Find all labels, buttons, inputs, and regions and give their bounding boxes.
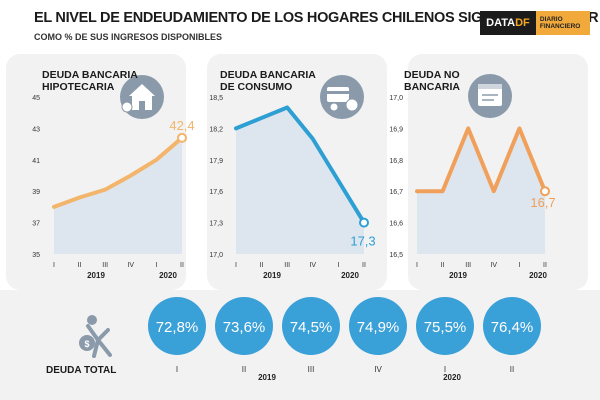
- bubble-value-label: 72,8%: [156, 319, 199, 336]
- year-label: 2020: [159, 271, 177, 280]
- bubble-quarter-label: I: [176, 365, 178, 374]
- bubble-value-label: 75,5%: [424, 319, 467, 336]
- logo-side-line1: DIARIO: [539, 16, 563, 23]
- x-tick-label: II: [441, 262, 445, 269]
- panel-title-line: DEUDA BANCARIA: [42, 69, 138, 81]
- series-area: [236, 107, 364, 254]
- value-bubble: [349, 297, 407, 355]
- bubble-quarter-label: I: [444, 365, 446, 374]
- panel-title-line: HIPOTECARIA: [42, 81, 115, 93]
- bubble-quarter-label: II: [510, 365, 514, 374]
- total-debt-title: DEUDA TOTAL: [46, 365, 116, 376]
- data-df-logo: DATA DF DIARIO FINANCIERO: [480, 11, 590, 35]
- x-tick-label: IV: [309, 262, 316, 269]
- panel-title-line: DE CONSUMO: [220, 81, 292, 93]
- y-tick-label: 16,9: [389, 126, 403, 133]
- x-tick-label: IV: [127, 262, 134, 269]
- year-label: 2019: [449, 271, 467, 280]
- y-tick-label: 37: [32, 221, 40, 228]
- x-tick-label: II: [543, 262, 547, 269]
- x-tick-label: I: [235, 262, 237, 269]
- end-point-marker: [359, 217, 369, 228]
- year-label: 2020: [341, 271, 359, 280]
- logo-data-text: DATA: [486, 17, 516, 29]
- x-tick-label: II: [260, 262, 264, 269]
- end-value-label: 17,3: [350, 234, 375, 249]
- series-line: [52, 135, 184, 209]
- svg-text:$: $: [84, 339, 89, 349]
- y-tick-label: 16,8: [389, 158, 403, 165]
- value-bubble: [483, 297, 541, 355]
- bubble-year-label: 2019: [258, 373, 276, 382]
- logo-side: DIARIO FINANCIERO: [535, 11, 590, 35]
- bubble-value-label: 73,6%: [223, 319, 266, 336]
- bubble-value-label: 74,5%: [290, 319, 333, 336]
- card-coins-icon: [320, 75, 364, 119]
- bubble-value-label: 76,4%: [491, 319, 534, 336]
- x-tick-label: I: [337, 262, 339, 269]
- y-tick-label: 45: [32, 95, 40, 102]
- end-point-marker: [177, 132, 187, 143]
- infographic-title: EL NIVEL DE ENDEUDAMIENTO DE LOS HOGARES…: [34, 10, 599, 26]
- panel-title-line: BANCARIA: [404, 81, 460, 93]
- series-area: [54, 137, 182, 254]
- x-tick-label: I: [155, 262, 157, 269]
- value-bubble: [215, 297, 273, 355]
- series-line: [415, 126, 547, 194]
- y-tick-label: 17,3: [209, 221, 223, 228]
- infographic-subtitle: COMO % DE SUS INGRESOS DISPONIBLES: [34, 32, 223, 42]
- y-tick-label: 16,7: [389, 189, 403, 196]
- y-tick-label: 17,9: [209, 158, 223, 165]
- logo-side-line2: FINANCIERO: [539, 23, 581, 30]
- y-tick-label: 16,5: [389, 252, 403, 259]
- x-tick-label: II: [362, 262, 366, 269]
- logo-df-text: DF: [515, 17, 530, 29]
- x-tick-label: I: [416, 262, 418, 269]
- bubble-quarter-label: II: [242, 365, 246, 374]
- x-tick-label: III: [465, 262, 471, 269]
- year-label: 2019: [87, 271, 105, 280]
- panel-title-line: DEUDA BANCARIA: [220, 69, 316, 81]
- y-tick-label: 16,6: [389, 221, 403, 228]
- end-value-label: 42,4: [169, 118, 194, 133]
- value-bubble: [282, 297, 340, 355]
- end-point-marker: [540, 186, 550, 197]
- x-tick-label: II: [180, 262, 184, 269]
- x-tick-label: I: [518, 262, 520, 269]
- y-tick-label: 35: [32, 252, 40, 259]
- bubble-quarter-label: III: [308, 365, 315, 374]
- end-value-label: 16,7: [530, 195, 555, 210]
- y-tick-label: 17,6: [209, 189, 223, 196]
- x-tick-label: III: [102, 262, 108, 269]
- calendar-icon: [468, 74, 512, 118]
- debtor-pushing-bag-icon: $: [79, 315, 112, 358]
- x-tick-label: I: [53, 262, 55, 269]
- logo-main: DATA DF: [480, 11, 536, 35]
- series-area: [417, 128, 545, 254]
- year-label: 2019: [263, 271, 281, 280]
- year-label: 2020: [529, 271, 547, 280]
- series-line: [234, 105, 366, 225]
- y-tick-label: 41: [32, 158, 40, 165]
- y-tick-label: 17,0: [389, 95, 403, 102]
- y-tick-label: 18,2: [209, 126, 223, 133]
- value-bubble: [148, 297, 206, 355]
- x-tick-label: IV: [490, 262, 497, 269]
- bubble-value-label: 74,9%: [357, 319, 400, 336]
- y-tick-label: 43: [32, 126, 40, 133]
- x-tick-label: III: [284, 262, 290, 269]
- y-tick-label: 17,0: [209, 252, 223, 259]
- bubble-year-label: 2020: [443, 373, 461, 382]
- y-tick-label: 39: [32, 189, 40, 196]
- x-tick-label: II: [78, 262, 82, 269]
- panel-title-line: DEUDA NO: [404, 69, 460, 81]
- house-coins-icon: [120, 75, 164, 119]
- bubble-quarter-label: IV: [374, 365, 382, 374]
- value-bubble: [416, 297, 474, 355]
- y-tick-label: 18,5: [209, 95, 223, 102]
